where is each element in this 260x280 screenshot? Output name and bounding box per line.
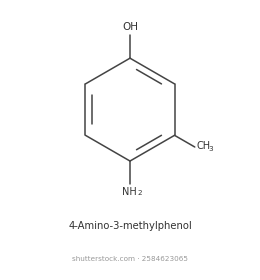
Text: CH: CH (197, 141, 211, 151)
Text: 2: 2 (137, 190, 142, 195)
Text: NH: NH (122, 187, 137, 197)
Text: shutterstock.com · 2584623065: shutterstock.com · 2584623065 (72, 256, 188, 262)
Text: 4-Amino-3-methylphenol: 4-Amino-3-methylphenol (68, 221, 192, 232)
Text: OH: OH (122, 22, 138, 32)
Text: 3: 3 (209, 146, 213, 152)
